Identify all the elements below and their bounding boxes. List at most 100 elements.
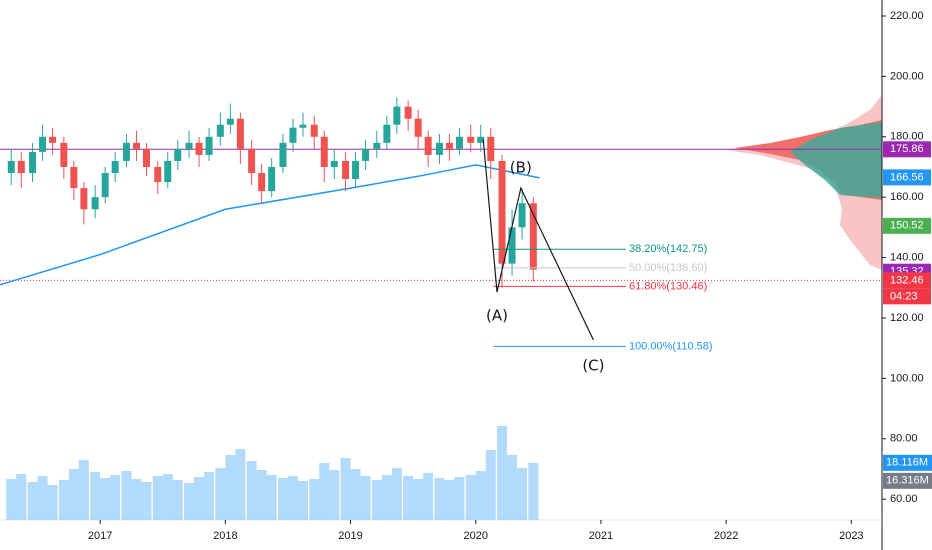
candle-body (111, 160, 119, 174)
candle-body (142, 148, 150, 167)
candle-body (467, 136, 475, 143)
candle-body (518, 203, 526, 228)
candle-body (352, 160, 360, 180)
candle-body (289, 127, 297, 143)
volume-bar (90, 472, 101, 520)
price-label: 166.56 (890, 171, 924, 183)
candle-body (216, 124, 224, 137)
volume-bar (194, 477, 205, 520)
volume-bar (403, 476, 414, 520)
candle-body (414, 118, 422, 137)
volume-bar (152, 476, 163, 520)
volume-bar (475, 471, 486, 520)
candle-body (226, 118, 234, 125)
volume-bar (215, 468, 226, 520)
volume-bar (434, 478, 445, 520)
candle-body (60, 142, 68, 167)
y-tick-label: 80.00 (890, 433, 918, 445)
candle-body (49, 136, 57, 143)
volume-bar (413, 479, 424, 520)
volume-bar (131, 479, 142, 520)
volume-bar (235, 449, 246, 520)
candle-body (330, 160, 338, 167)
volume-bar (507, 455, 518, 520)
price-label-box (883, 272, 931, 289)
volume-bar (256, 470, 267, 520)
volume-bar (16, 474, 27, 520)
volume-bar (58, 480, 69, 520)
candle-body (70, 166, 78, 189)
volume-bar (184, 483, 195, 520)
volume-bar (100, 478, 111, 520)
candle-body (362, 148, 370, 161)
fib-label: 61.80%(130.46) (629, 280, 707, 292)
x-tick-label: 2021 (589, 530, 613, 542)
volume-bar (162, 474, 173, 520)
candles (7, 97, 537, 288)
candle-body (487, 136, 495, 161)
y-tick-label: 160.00 (890, 191, 924, 203)
countdown: 04:23 (890, 290, 918, 302)
volume-bars (6, 426, 539, 520)
volume-bar (319, 463, 330, 520)
candle-body (424, 136, 432, 155)
volume-label: 18.116M (886, 457, 928, 469)
volume-bar (204, 472, 215, 520)
volume-bar (485, 450, 496, 520)
volume-bar (423, 473, 434, 520)
candle-body (455, 136, 463, 149)
y-tick-label: 200.00 (890, 70, 924, 82)
volume-bar (297, 481, 308, 520)
candle-body (80, 188, 88, 210)
candle-body (17, 160, 25, 174)
candle-body (373, 142, 381, 149)
volume-bar (110, 475, 121, 520)
candle-body (205, 136, 213, 155)
volume-bar (277, 478, 288, 520)
price-label: 150.52 (890, 220, 924, 232)
candle-body (268, 166, 276, 192)
candle-body (342, 160, 350, 180)
volume-bar (266, 475, 277, 520)
candle-body (279, 142, 287, 167)
y-tick-label: 120.00 (890, 312, 924, 324)
candle-body (174, 148, 182, 161)
volume-bar (68, 469, 79, 520)
volume-bar (350, 469, 361, 520)
volume-bar (6, 479, 17, 520)
wave-label: (A) (486, 307, 508, 325)
candle-body (508, 227, 516, 264)
fib-label: 100.00%(110.58) (629, 340, 713, 352)
y-tick-label: 140.00 (890, 251, 924, 263)
candle-body (404, 106, 412, 119)
fib-label: 38.20%(142.75) (629, 243, 707, 255)
candle-body (164, 160, 172, 183)
candle-body (154, 166, 162, 183)
price-label-box (883, 169, 931, 186)
volume-bar (172, 480, 183, 520)
x-tick-label: 2018 (213, 530, 237, 542)
candle-body (383, 124, 391, 143)
wave-path (482, 139, 594, 341)
x-tick-label: 2023 (839, 530, 863, 542)
candle-body (299, 124, 307, 128)
volume-bar (381, 475, 392, 520)
x-tick-label: 2020 (463, 530, 487, 542)
candle-body (39, 136, 47, 152)
candle-body (477, 136, 485, 143)
volume-bar (287, 476, 298, 520)
y-tick-label: 220.00 (890, 10, 924, 22)
volume-bar (340, 458, 351, 520)
moving-average (0, 164, 540, 286)
price-label-box (883, 141, 931, 158)
volume-bar (465, 475, 476, 520)
volume-bar (309, 479, 320, 520)
volume-bar (225, 455, 236, 520)
volume-label-box (883, 454, 932, 471)
price-label-box (883, 217, 931, 234)
x-tick-label: 2019 (338, 530, 362, 542)
candle-body (258, 173, 266, 192)
candle-body (393, 106, 401, 125)
